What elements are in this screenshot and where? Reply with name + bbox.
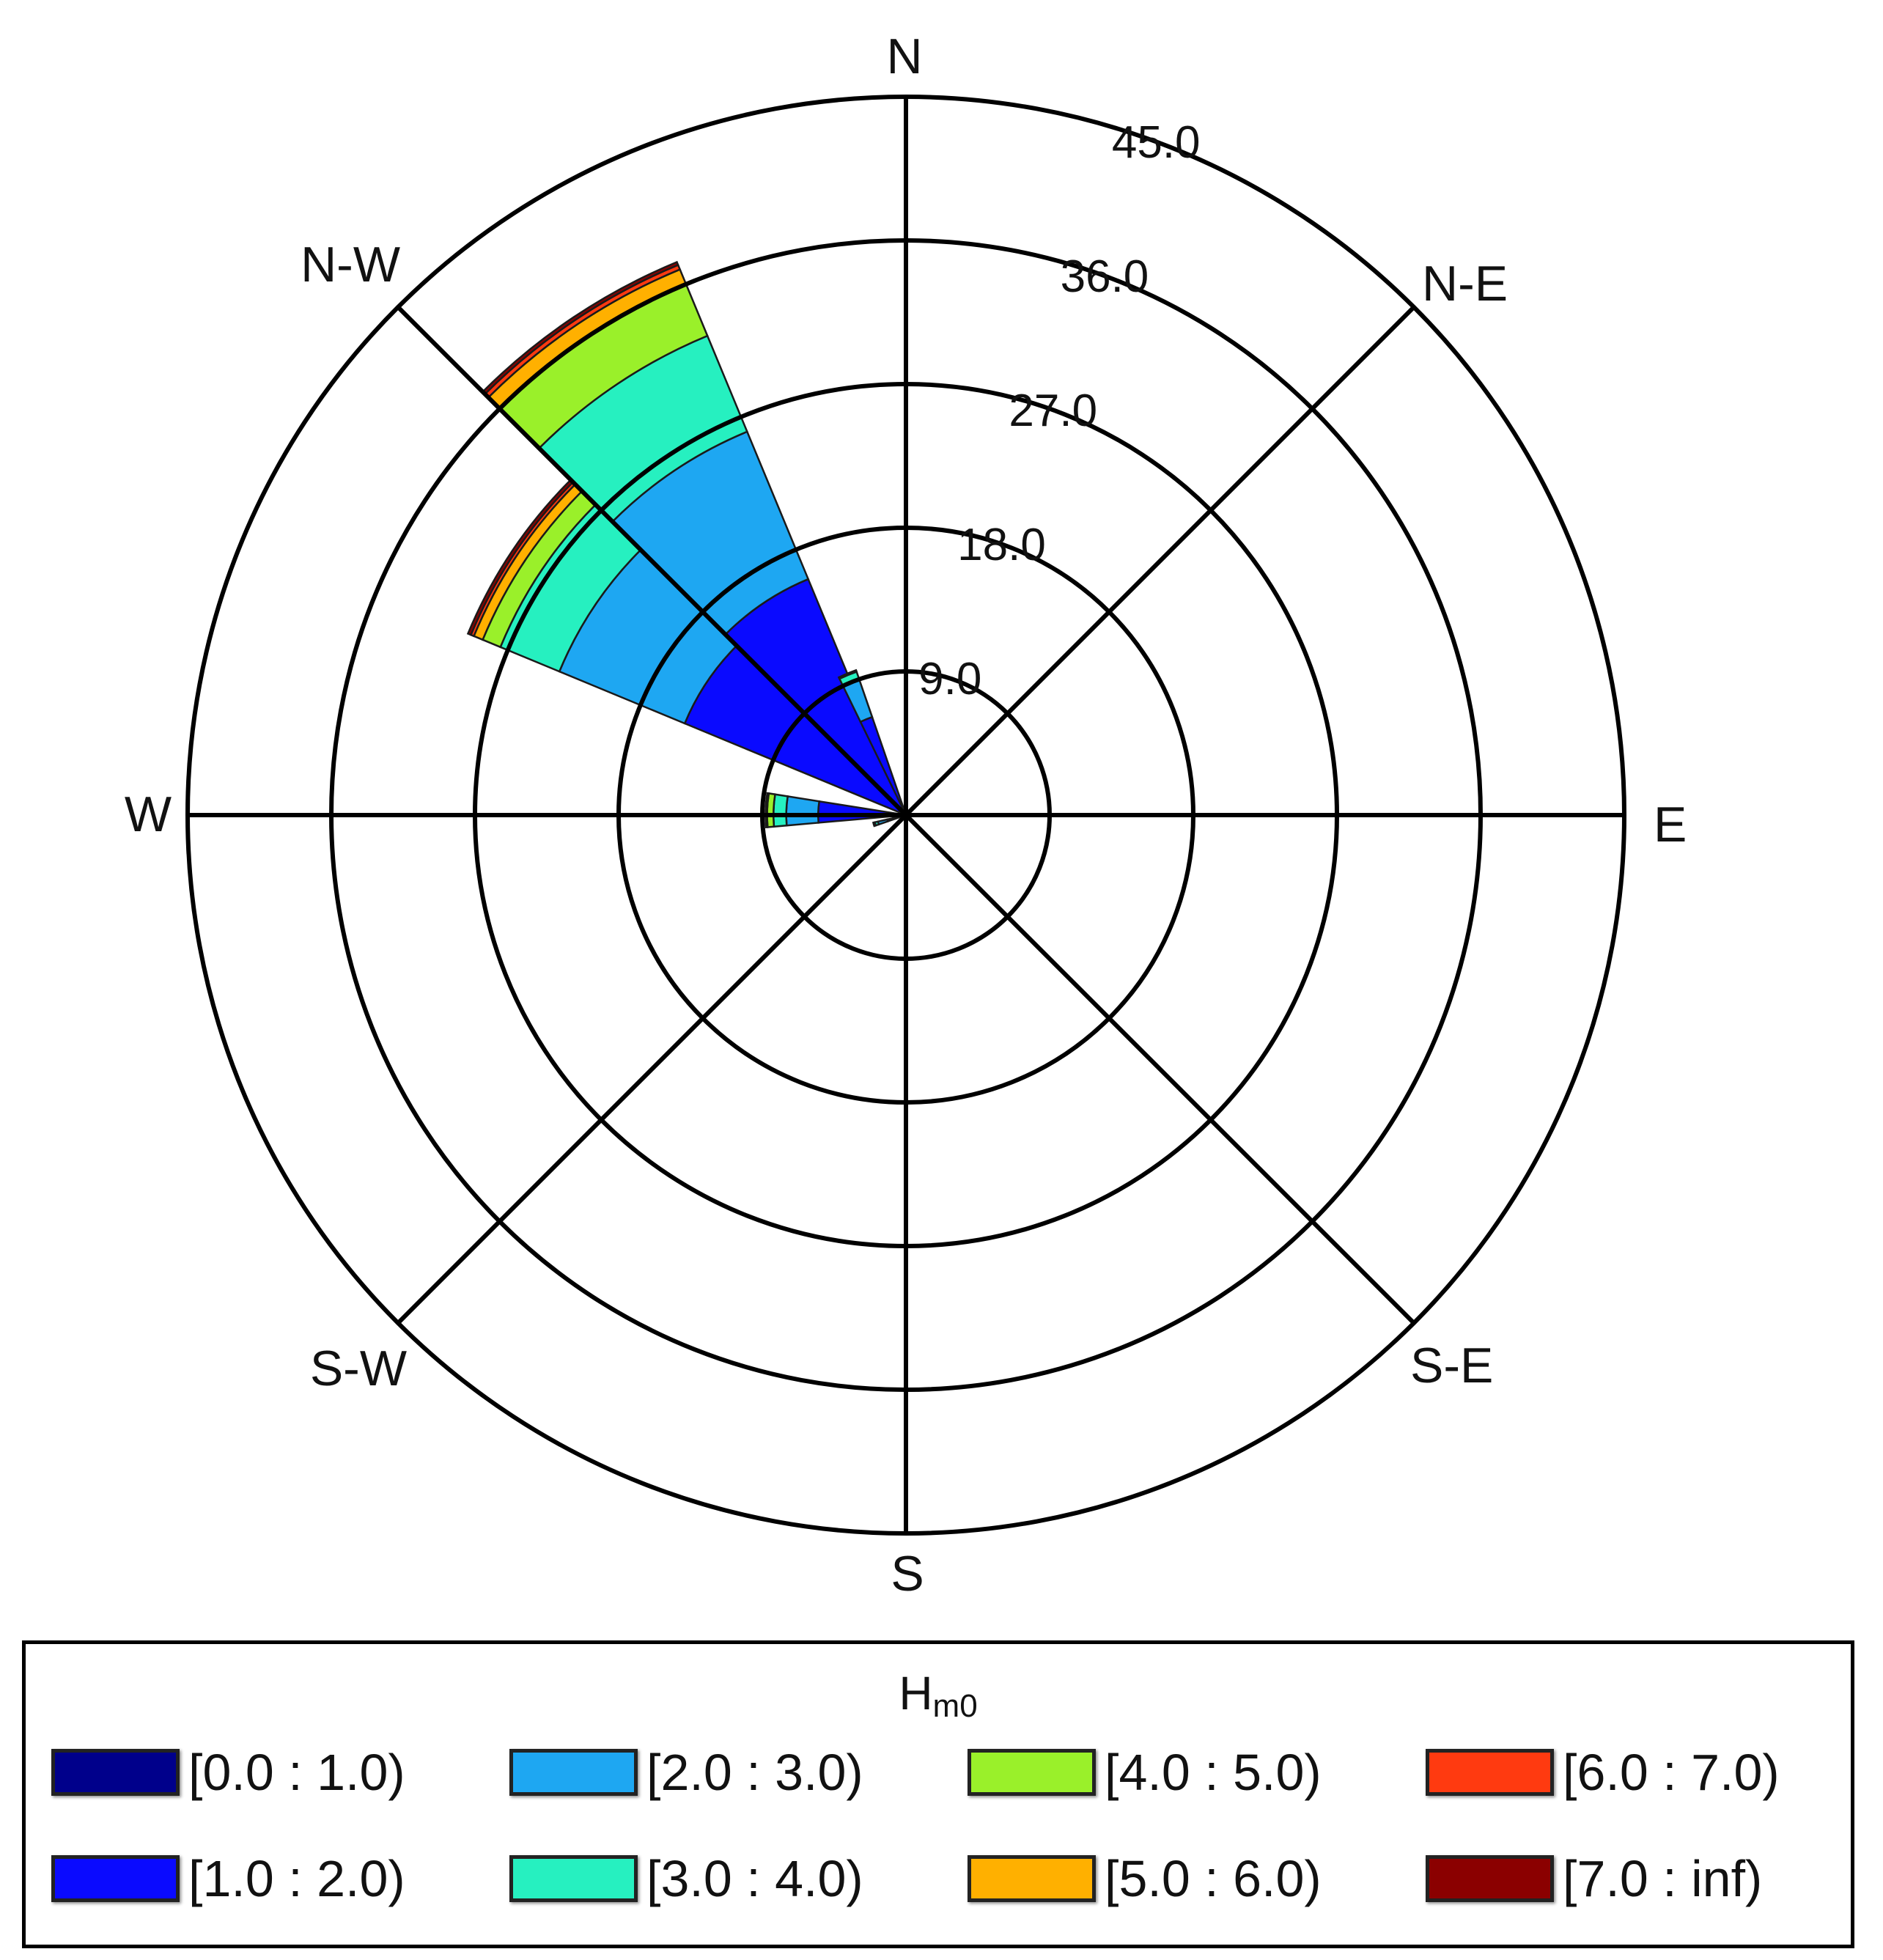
legend-item-1: [1.0 : 2.0) xyxy=(51,1846,405,1912)
polar-grid xyxy=(185,95,1626,1536)
legend-label-5: [5.0 : 6.0) xyxy=(1105,1850,1322,1907)
polar-labels: N N-E E S-E S S-W W N-W 9.0 18.0 27.0 36.0 45.0 xyxy=(125,29,1687,1602)
ring-label-4: 45.0 xyxy=(1112,117,1201,168)
sector-2-bin-4 xyxy=(837,668,858,680)
legend-label-3: [3.0 : 4.0) xyxy=(646,1850,863,1907)
legend-label-1: [1.0 : 2.0) xyxy=(188,1850,405,1907)
ring-label-1: 18.0 xyxy=(957,520,1046,570)
legend-label-4: [4.0 : 5.0) xyxy=(1105,1744,1322,1801)
legend-swatch-5 xyxy=(968,1855,1096,1902)
legend-item-2: [2.0 : 3.0) xyxy=(509,1739,863,1805)
ring-label-0: 9.0 xyxy=(918,654,981,704)
wind-rose-chart: N N-E E S-E S S-W W N-W 9.0 18.0 27.0 36.0 45.0 xyxy=(125,29,1687,1602)
legend-swatch-3 xyxy=(509,1855,638,1902)
legend-item-6: [6.0 : 7.0) xyxy=(1426,1739,1780,1805)
legend-swatch-1 xyxy=(51,1855,180,1902)
legend-label-7: [7.0 : inf) xyxy=(1563,1850,1763,1907)
legend-label-2: [2.0 : 3.0) xyxy=(646,1744,863,1801)
ring-label-2: 27.0 xyxy=(1009,386,1097,436)
legend-item-5: [5.0 : 6.0) xyxy=(968,1846,1322,1912)
legend-item-3: [3.0 : 4.0) xyxy=(509,1846,863,1912)
legend-item-4: [4.0 : 5.0) xyxy=(968,1739,1322,1805)
rose-sectors xyxy=(466,260,907,829)
legend-label-0: [0.0 : 1.0) xyxy=(188,1744,405,1801)
sector-0-bin-7 xyxy=(481,260,679,396)
sector-3-bin-3 xyxy=(773,793,789,828)
direction-label-s-e: S-E xyxy=(1410,1338,1493,1393)
direction-label-n-w: N-W xyxy=(301,237,400,292)
legend-swatch-2 xyxy=(509,1749,638,1796)
ring-label-3: 36.0 xyxy=(1061,251,1149,302)
direction-label-e: E xyxy=(1654,797,1687,852)
legend-swatch-7 xyxy=(1426,1855,1554,1902)
sector-4-bin-4 xyxy=(872,821,877,828)
direction-label-n-e: N-E xyxy=(1422,256,1508,312)
legend-item-0: [0.0 : 1.0) xyxy=(51,1739,405,1805)
direction-label-n: N xyxy=(886,29,922,84)
direction-label-s: S xyxy=(891,1546,924,1602)
legend-title: Hm0 xyxy=(899,1667,978,1724)
legend: Hm0 [0.0 : 1.0) [1.0 : 2.0) [2.0 : 3.0) [3.… xyxy=(22,1640,1854,1948)
direction-label-s-w: S-W xyxy=(310,1341,407,1396)
spoke-3 xyxy=(396,305,1416,1325)
sector-3-bin-2 xyxy=(785,795,821,827)
legend-label-6: [6.0 : 7.0) xyxy=(1563,1744,1780,1801)
legend-swatch-0 xyxy=(51,1749,180,1796)
direction-label-w: W xyxy=(125,786,172,842)
legend-swatch-4 xyxy=(968,1749,1096,1796)
legend-item-7: [7.0 : inf) xyxy=(1426,1846,1762,1912)
legend-swatch-6 xyxy=(1426,1749,1554,1796)
